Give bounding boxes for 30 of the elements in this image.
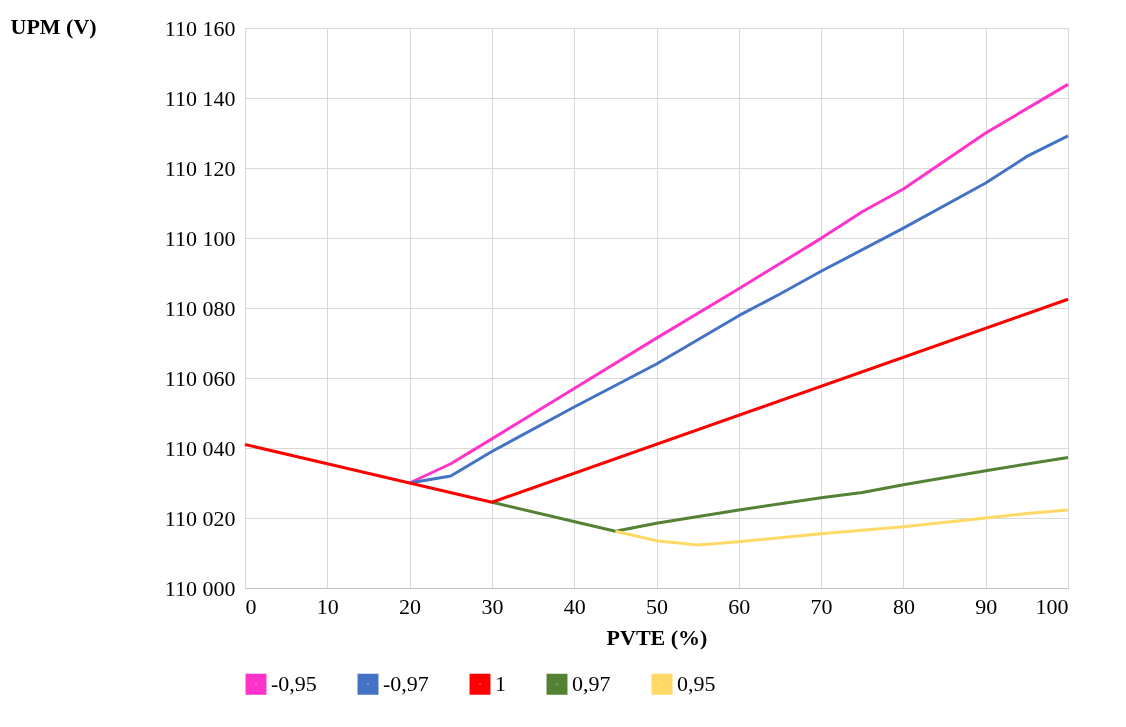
x-tick-label: 50 xyxy=(646,593,668,619)
x-tick-label: 70 xyxy=(810,593,833,619)
y-tick-label: 110 120 xyxy=(164,155,236,181)
x-axis-title: PVTE (%) xyxy=(606,624,708,650)
legend-label: 0,95 xyxy=(677,671,716,697)
line-series xyxy=(490,455,1070,533)
legend-label: -0,95 xyxy=(271,671,317,697)
y-tick-label: 110 080 xyxy=(164,295,236,321)
y-tick-label: 110 140 xyxy=(164,85,236,111)
x-tick-label: 0 xyxy=(245,593,257,619)
y-tick-label: 110 000 xyxy=(164,575,236,601)
y-tick-label: 110 020 xyxy=(164,505,236,531)
x-tick-label: 80 xyxy=(892,593,915,619)
y-tick-label: 110 160 xyxy=(164,15,236,41)
x-tick-label: 60 xyxy=(728,593,751,619)
y-tick-label: 110 040 xyxy=(164,435,236,461)
x-tick-label: 30 xyxy=(481,593,504,619)
x-tick-label: 40 xyxy=(563,593,586,619)
y-axis-title: UPM (V) xyxy=(10,13,97,39)
line-series xyxy=(243,297,1070,504)
y-tick-label: 110 060 xyxy=(164,365,236,391)
legend-label: 0,97 xyxy=(572,671,611,697)
line-series xyxy=(613,508,1070,547)
x-tick-label: 90 xyxy=(975,593,998,619)
x-tick-label: 100 xyxy=(1035,593,1069,619)
x-tick-label: 20 xyxy=(399,593,422,619)
y-tick-label: 110 100 xyxy=(164,225,236,251)
legend-label: 1 xyxy=(495,671,506,697)
legend-label: -0,97 xyxy=(383,671,429,697)
x-tick-label: 10 xyxy=(316,593,339,619)
